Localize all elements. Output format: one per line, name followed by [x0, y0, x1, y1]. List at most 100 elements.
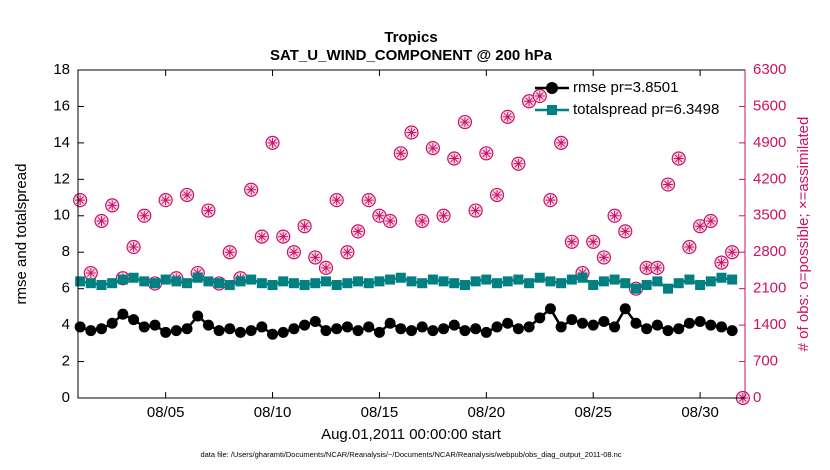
x-tick-label: 08/10	[254, 404, 292, 421]
obs-assimilated	[342, 247, 353, 258]
y-tick-label: 16	[53, 97, 70, 114]
x-tick-label: 08/15	[361, 404, 399, 421]
obs-assimilated	[75, 195, 86, 206]
spread-marker	[267, 280, 278, 291]
obs-assimilated	[470, 205, 481, 216]
rmse-marker	[619, 303, 631, 315]
rmse-marker	[694, 315, 706, 327]
rmse-marker	[470, 323, 482, 335]
spread-marker	[342, 278, 353, 289]
spread-marker	[481, 274, 492, 285]
rmse-marker	[544, 303, 556, 315]
spread-marker	[310, 278, 321, 289]
obs-assimilated	[203, 205, 214, 216]
obs-assimilated	[695, 221, 706, 232]
y2-tick-label: 3500	[753, 207, 786, 224]
spread-marker	[203, 276, 214, 287]
spread-marker	[449, 278, 460, 289]
rmse-marker	[160, 326, 172, 338]
obs-assimilated	[385, 215, 396, 226]
spread-marker	[577, 272, 588, 283]
rmse-marker	[587, 319, 599, 331]
rmse-marker	[170, 325, 182, 337]
obs-assimilated	[620, 226, 631, 237]
spread-marker	[492, 278, 503, 289]
spread-marker	[534, 272, 545, 283]
spread-marker	[598, 276, 609, 287]
obs-assimilated	[438, 210, 449, 221]
spread-marker	[353, 276, 364, 287]
obs-assimilated	[716, 257, 727, 268]
obs-assimilated	[406, 127, 417, 138]
y-tick-label: 12	[53, 170, 70, 187]
rmse-marker	[202, 319, 214, 331]
y-tick-label: 14	[53, 134, 70, 151]
obs-assimilated	[246, 184, 257, 195]
spread-marker	[75, 276, 86, 287]
obs-assimilated	[395, 148, 406, 159]
spread-marker	[139, 276, 150, 287]
spread-marker	[427, 274, 438, 285]
obs-assimilated	[310, 252, 321, 263]
rmse-marker	[438, 323, 450, 335]
rmse-marker	[395, 323, 407, 335]
spread-marker	[395, 272, 406, 283]
spread-marker	[246, 274, 257, 285]
x-tick-label: 08/25	[574, 404, 612, 421]
rmse-marker	[341, 321, 353, 333]
rmse-marker	[512, 323, 524, 335]
obs-assimilated	[139, 210, 150, 221]
rmse-marker	[523, 321, 535, 333]
y-tick-label: 0	[62, 389, 70, 406]
y2-tick-label: 2800	[753, 243, 786, 260]
obs-assimilated	[481, 148, 492, 159]
obs-assimilated	[609, 210, 620, 221]
obs-assimilated	[353, 226, 364, 237]
x-tick-label: 08/30	[681, 404, 719, 421]
rmse-marker	[277, 326, 289, 338]
rmse-marker	[363, 321, 375, 333]
rmse-marker	[491, 321, 503, 333]
spread-marker	[374, 276, 385, 287]
rmse-marker	[480, 326, 492, 338]
y2-tick-label: 4900	[753, 134, 786, 151]
rmse-marker	[448, 319, 460, 331]
spread-marker	[288, 278, 299, 289]
rmse-marker	[555, 321, 567, 333]
rmse-marker	[138, 321, 150, 333]
spread-marker	[117, 274, 128, 285]
rmse-marker	[683, 317, 695, 329]
obs-assimilated	[85, 268, 96, 279]
rmse-marker	[267, 328, 279, 340]
obs-assimilated	[288, 247, 299, 258]
spread-marker	[588, 280, 599, 291]
x-axis-label: Aug.01,2011 00:00:00 start	[321, 426, 502, 443]
spread-marker	[214, 278, 225, 289]
x-tick-label: 08/20	[468, 404, 506, 421]
obs-assimilated	[160, 195, 171, 206]
spread-marker	[609, 274, 620, 285]
obs-assimilated	[663, 179, 674, 190]
rmse-marker	[224, 323, 236, 335]
spread-marker	[566, 274, 577, 285]
rmse-marker	[192, 310, 204, 322]
spread-marker	[556, 278, 567, 289]
rmse-marker	[245, 325, 257, 337]
rmse-marker	[726, 325, 738, 337]
obs-assimilated	[545, 195, 556, 206]
obs-assimilated	[705, 215, 716, 226]
spread-marker	[331, 280, 342, 291]
spread-marker	[182, 278, 193, 289]
obs-assimilated	[566, 236, 577, 247]
obs-assimilated	[673, 153, 684, 164]
y2-axis-label: # of obs: o=possible; ×=assimilated	[795, 117, 812, 352]
spread-marker	[438, 276, 449, 287]
spread-marker	[256, 278, 267, 289]
obs-assimilated	[727, 247, 738, 258]
rmse-marker	[406, 325, 417, 337]
rmse-marker	[299, 319, 311, 331]
spread-marker	[299, 280, 310, 291]
y2-tick-label: 5600	[753, 97, 786, 114]
spread-marker	[320, 276, 331, 287]
